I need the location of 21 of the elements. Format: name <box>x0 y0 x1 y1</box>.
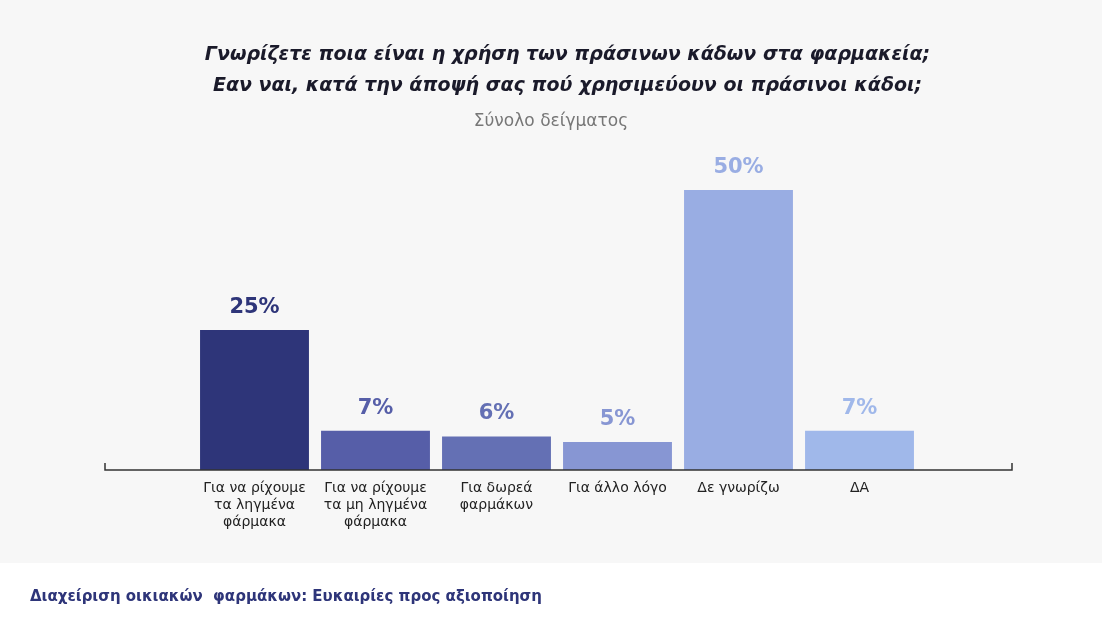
x-tick-label: Για να ρίχουμε τα ληγμένα φάρμακα <box>203 479 306 529</box>
chart-title: Γνωρίζετε ποια είναι η χρήση των πράσινων κάδων στα φαρμακεία; Εαν ναι, κατά την άποψή σας πού χρησιμεύουν οι πράσινοι κάδοι; <box>203 41 932 97</box>
x-tick-label: Για άλλο λόγο <box>568 479 667 496</box>
bar <box>684 190 793 470</box>
chart-subtitle: Σύνολο δείγματος <box>472 110 630 130</box>
x-tick-label: ΔΑ <box>849 479 870 496</box>
data-label: 50% <box>713 153 764 178</box>
text: Διαχείριση οικιακών φαρμάκων: Ευκαιρίες προς αξιοποίηση <box>30 587 542 605</box>
data-label: 7% <box>357 394 394 419</box>
x-tick-label: Για δωρεά φαρμάκων <box>459 479 534 512</box>
bar <box>442 436 551 470</box>
data-label: 6% <box>478 400 515 425</box>
x-tick-label: Δε γνωρίζω <box>697 479 780 496</box>
x-tick-label: Για να ρίχουμε τα μη ληγμένα φάρμακα <box>323 479 428 529</box>
bar <box>200 330 309 470</box>
bar <box>321 430 430 470</box>
data-label: 25% <box>229 293 280 318</box>
bar <box>563 442 672 470</box>
bar <box>805 430 914 470</box>
data-label: 7% <box>841 394 878 419</box>
data-label: 5% <box>599 405 636 430</box>
